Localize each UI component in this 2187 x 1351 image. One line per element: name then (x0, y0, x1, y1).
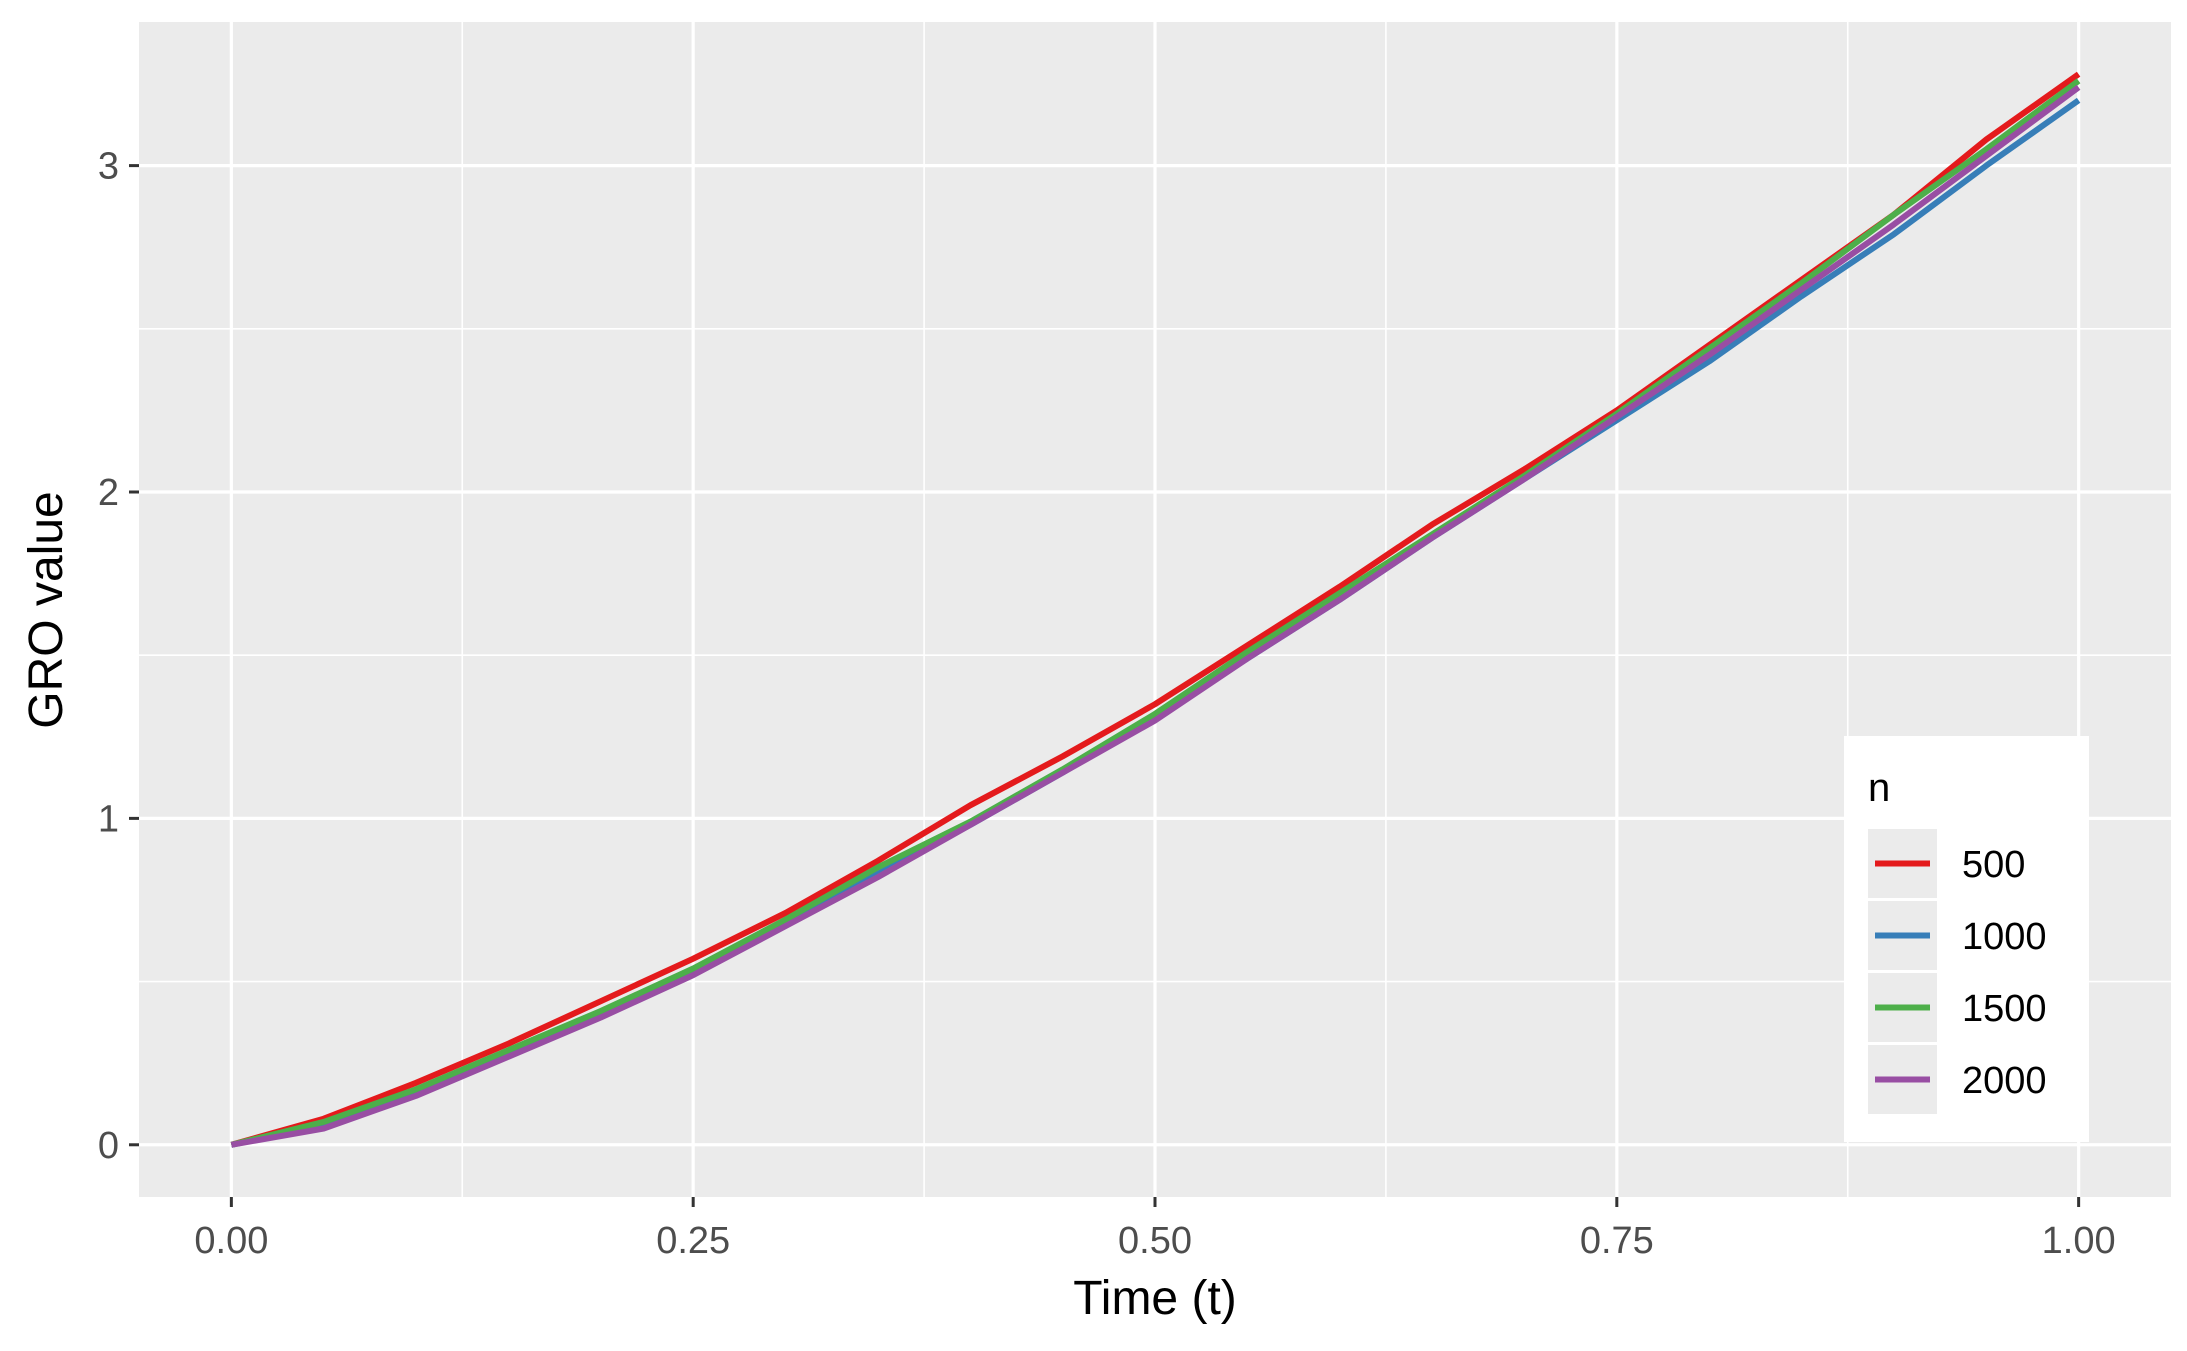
legend-label-2000: 2000 (1962, 1060, 2047, 1102)
legend-label-500: 500 (1962, 844, 2025, 886)
legend-title: n (1868, 766, 1890, 810)
series-line-1500 (230, 78, 2081, 1148)
series-lines (230, 71, 2081, 1148)
series-line-2000 (230, 84, 2081, 1148)
y-axis-title: GRO value (20, 491, 73, 728)
y-tick-label: 0 (98, 1125, 119, 1167)
y-tick-label: 1 (98, 798, 119, 840)
x-axis: 0.00 0.25 0.50 0.75 1.00 (194, 1197, 2116, 1262)
x-tick-label: 1.00 (2042, 1220, 2116, 1262)
x-axis-title: Time (t) (1073, 1272, 1237, 1325)
x-tick-label: 0.00 (194, 1220, 268, 1262)
x-tick-label: 0.75 (1580, 1220, 1654, 1262)
x-tick-label: 0.25 (656, 1220, 730, 1262)
y-axis: 0 1 2 3 (98, 146, 139, 1167)
legend-label-1000: 1000 (1962, 916, 2047, 958)
y-tick-label: 2 (98, 472, 119, 514)
y-tick-label: 3 (98, 146, 119, 188)
x-tick-label: 0.50 (1118, 1220, 1192, 1262)
legend-items: 500 1000 1500 2000 (1868, 829, 2047, 1114)
legend: n 500 1000 1500 2000 (1844, 736, 2089, 1142)
grid-major (139, 22, 2171, 1197)
legend-label-1500: 1500 (1962, 988, 2047, 1030)
